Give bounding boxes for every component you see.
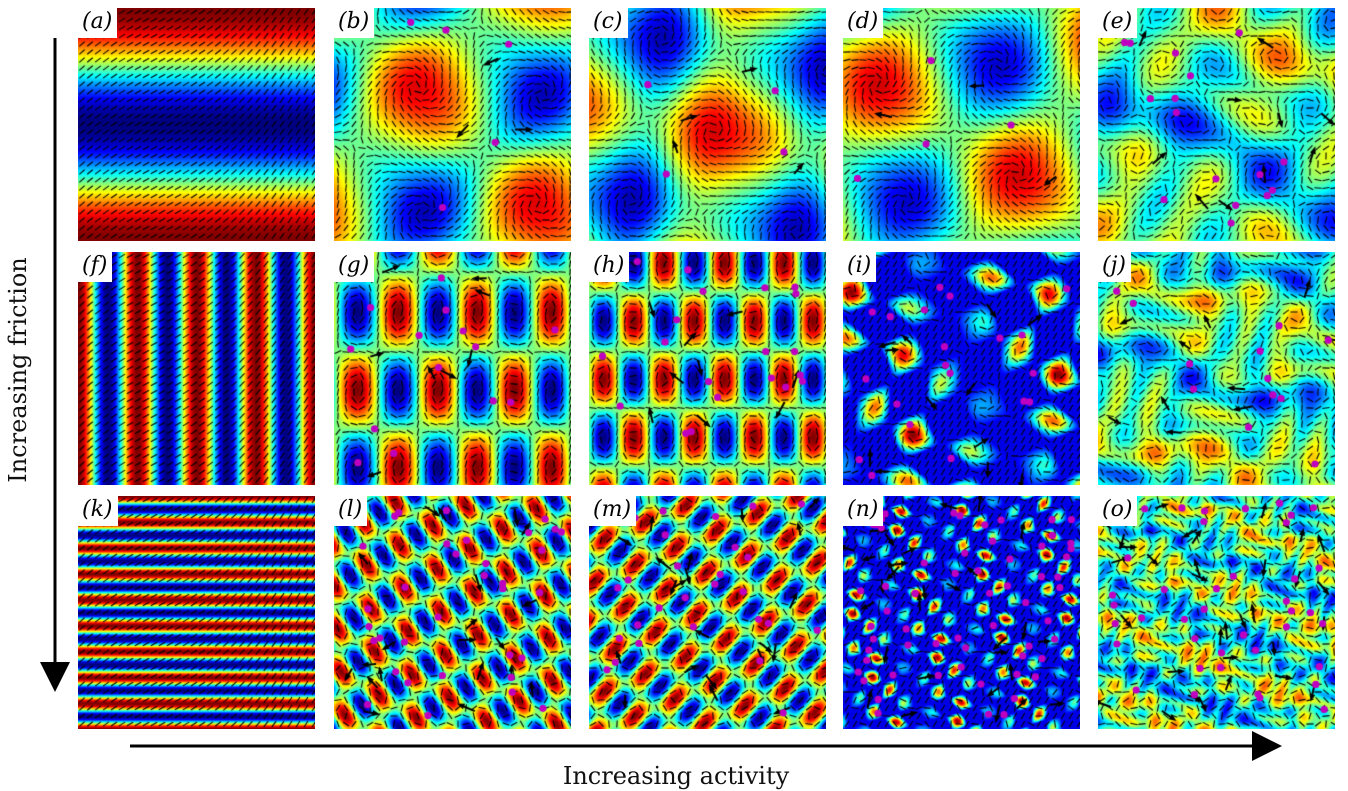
panel-d-field	[843, 8, 1080, 241]
panel-m-label: (m)	[589, 496, 637, 526]
panel-o-field	[1098, 496, 1335, 729]
panel-k-field	[78, 496, 315, 729]
panel-i-field	[843, 252, 1080, 485]
panel-a: (a)	[78, 8, 315, 241]
panel-k-label: (k)	[78, 496, 118, 526]
panel-l: (l)	[334, 496, 571, 729]
panel-e: (e)	[1098, 8, 1335, 241]
panel-e-label: (e)	[1098, 8, 1138, 38]
panel-m-field	[589, 496, 826, 729]
panel-i: (i)	[843, 252, 1080, 485]
panel-f-label: (f)	[78, 252, 113, 282]
panel-h: (h)	[589, 252, 826, 485]
panel-f-field	[78, 252, 315, 485]
panel-o-label: (o)	[1098, 496, 1138, 526]
panel-h-label: (h)	[589, 252, 630, 282]
panel-k: (k)	[78, 496, 315, 729]
panel-a-label: (a)	[78, 8, 118, 38]
panel-n-label: (n)	[843, 496, 884, 526]
panel-b-label: (b)	[334, 8, 375, 38]
panel-c-field	[589, 8, 826, 241]
panel-n: (n)	[843, 496, 1080, 729]
panel-j: (j)	[1098, 252, 1335, 485]
x-axis-label: Increasing activity	[562, 762, 790, 790]
panel-m: (m)	[589, 496, 826, 729]
panel-e-field	[1098, 8, 1335, 241]
panel-g-field	[334, 252, 571, 485]
panel-g-label: (g)	[334, 252, 375, 282]
panel-i-label: (i)	[843, 252, 877, 282]
panel-l-field	[334, 496, 571, 729]
panel-g: (g)	[334, 252, 571, 485]
panel-b: (b)	[334, 8, 571, 241]
panel-j-label: (j)	[1098, 252, 1131, 282]
panel-l-label: (l)	[334, 496, 368, 526]
panel-o: (o)	[1098, 496, 1335, 729]
y-axis-label: Increasing friction	[4, 257, 32, 483]
panel-b-field	[334, 8, 571, 241]
panel-a-field	[78, 8, 315, 241]
panel-c-label: (c)	[589, 8, 628, 38]
panel-d: (d)	[843, 8, 1080, 241]
panel-d-label: (d)	[843, 8, 884, 38]
panel-h-field	[589, 252, 826, 485]
panel-n-field	[843, 496, 1080, 729]
panel-j-field	[1098, 252, 1335, 485]
panel-f: (f)	[78, 252, 315, 485]
panel-c: (c)	[589, 8, 826, 241]
